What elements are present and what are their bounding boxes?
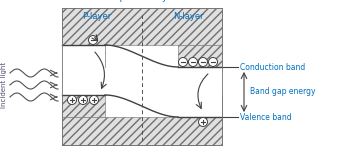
Bar: [62, 95, 105, 117]
Bar: [62, 117, 222, 145]
Text: Band gap energy: Band gap energy: [250, 88, 315, 96]
Circle shape: [198, 58, 208, 67]
Circle shape: [188, 58, 197, 67]
Text: Valence band: Valence band: [240, 112, 291, 121]
Circle shape: [178, 58, 187, 67]
Text: Conduction band: Conduction band: [240, 62, 305, 72]
Text: Depletion layer: Depletion layer: [107, 0, 177, 2]
Bar: [62, 45, 105, 95]
Text: N-layer: N-layer: [173, 12, 204, 21]
Circle shape: [68, 96, 76, 104]
Circle shape: [209, 58, 218, 67]
Circle shape: [78, 96, 87, 104]
Bar: [178, 45, 222, 67]
Bar: [62, 45, 105, 67]
Bar: [178, 67, 222, 117]
Text: P-layer: P-layer: [82, 12, 111, 21]
Text: Incident light: Incident light: [1, 62, 7, 108]
Bar: [62, 8, 222, 45]
Circle shape: [88, 36, 98, 44]
Circle shape: [90, 96, 99, 104]
Bar: [178, 95, 222, 117]
Circle shape: [198, 118, 208, 126]
